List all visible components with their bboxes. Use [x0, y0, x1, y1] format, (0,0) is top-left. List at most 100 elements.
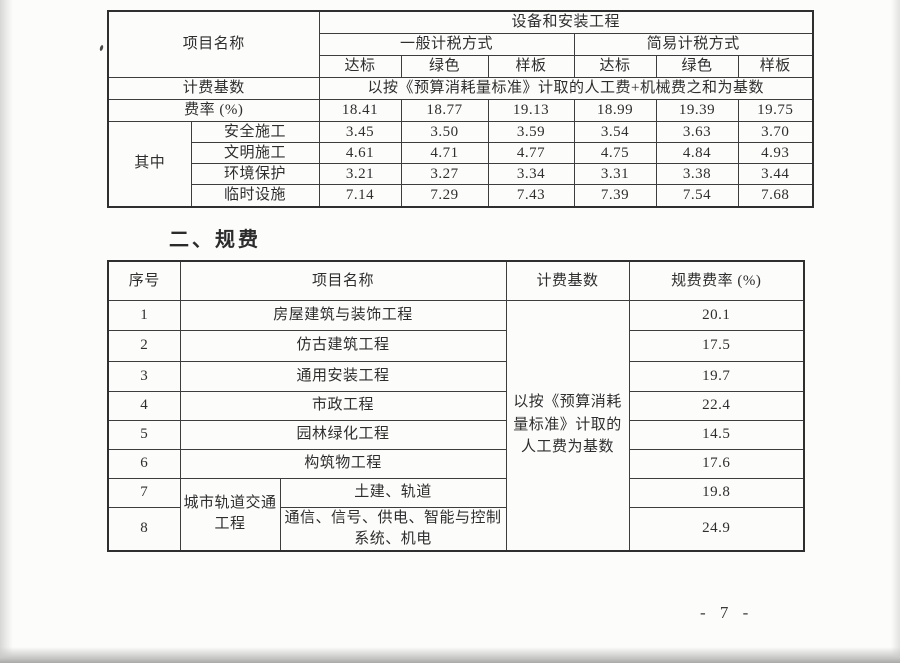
page-number: - 7 - [700, 603, 751, 622]
row-no: 6 [107, 448, 181, 479]
tax-rate-table: 项目名称 设备和安装工程 一般计税方式 简易计税方式 达标 绿色 样板 达标 绿… [107, 10, 815, 208]
rate-value-cell: 19.13 [487, 98, 575, 122]
grade-header: 达标 [573, 54, 657, 78]
grade-header: 绿色 [400, 54, 489, 78]
sub-row-label: 临时设施 [190, 184, 320, 207]
row-no: 4 [107, 390, 181, 421]
scan-edge-right [891, 0, 900, 663]
fees-table: 序号 项目名称 计费基数 规费费率 (%) 1 房屋建筑与装饰工程 以按《预算消… [107, 260, 806, 552]
rate-value-cell: 18.41 [318, 98, 402, 122]
rate-value-cell: 24.9 [628, 506, 805, 551]
rate-label-cell: 费率 (%) [107, 98, 320, 122]
row-name: 园林绿化工程 [179, 419, 507, 450]
rate-value-cell: 7.54 [655, 184, 739, 207]
table-row: 文明施工 4.61 4.71 4.77 4.75 4.84 4.93 [108, 141, 814, 165]
table-row: 费率 (%) 18.41 18.77 19.13 18.99 19.39 19.… [107, 98, 814, 122]
table-row: 4 市政工程 22.4 [107, 390, 805, 421]
rate-value-cell: 19.39 [655, 98, 739, 122]
row-name: 构筑物工程 [179, 448, 507, 479]
rate-value-cell: 3.70 [737, 120, 814, 143]
table-row: 1 房屋建筑与装饰工程 以按《预算消耗量标准》计取的人工费为基数 20.1 [107, 299, 805, 551]
rate-value-cell: 4.84 [655, 141, 739, 165]
rate-value-cell: 17.5 [628, 329, 805, 362]
rate-value-cell: 18.77 [400, 98, 489, 122]
rate-value-cell: 3.34 [487, 162, 575, 186]
rate-value-cell: 3.38 [655, 162, 739, 186]
row-name: 仿古建筑工程 [179, 329, 507, 362]
row-name: 房屋建筑与装饰工程 [179, 299, 507, 331]
table-row: 环境保护 3.21 3.27 3.34 3.31 3.38 3.44 [108, 162, 814, 186]
grade-header: 达标 [318, 54, 402, 78]
row-no: 2 [107, 329, 181, 362]
rate-value-cell: 7.14 [318, 184, 402, 207]
rate-value-cell: 3.50 [400, 120, 489, 143]
table-row: 序号 项目名称 计费基数 规费费率 (%) [107, 260, 805, 301]
sub-row-label: 文明施工 [190, 141, 320, 165]
rate-value-cell: 4.61 [318, 141, 402, 165]
row-no: 1 [107, 299, 181, 331]
rate-value-cell: 3.63 [655, 120, 739, 143]
rate-value-cell: 3.44 [737, 162, 814, 186]
grade-header: 样板 [737, 54, 814, 78]
rate-value-cell: 3.59 [487, 120, 575, 143]
rate-value-cell: 17.6 [628, 448, 805, 479]
rate-value-cell: 3.54 [573, 120, 657, 143]
col-header-base: 计费基数 [505, 260, 630, 301]
rate-value-cell: 4.75 [573, 141, 657, 165]
scan-speck [99, 44, 104, 52]
rate-value-cell: 3.31 [573, 162, 657, 186]
rate-value-cell: 20.1 [628, 299, 805, 331]
table-row: 3 通用安装工程 19.7 [107, 360, 805, 392]
base-value-cell: 以按《预算消耗量标准》计取的人工费+机械费之和为基数 [318, 76, 814, 100]
scan-edge-bottom [0, 647, 900, 663]
row-no: 5 [107, 419, 181, 450]
row-no: 7 [107, 477, 181, 508]
section-title: 二、规费 [169, 229, 261, 251]
sub-row-label: 安全施工 [190, 120, 320, 143]
table-row: 6 构筑物工程 17.6 [107, 448, 805, 479]
rate-value-cell: 7.68 [737, 184, 814, 207]
scan-edge-left [0, 0, 13, 663]
row-no: 8 [107, 506, 181, 551]
group-title-header: 设备和安装工程 [318, 10, 814, 34]
project-name-header: 项目名称 [107, 10, 320, 78]
col-header-rate: 规费费率 (%) [628, 260, 805, 301]
rate-value-cell: 4.71 [400, 141, 489, 165]
grade-header: 绿色 [655, 54, 739, 78]
table-row: 临时设施 7.14 7.29 7.43 7.39 7.54 7.68 [108, 184, 814, 207]
table-row: 计费基数 以按《预算消耗量标准》计取的人工费+机械费之和为基数 [107, 76, 814, 100]
col-header-no: 序号 [107, 260, 181, 301]
rate-value-cell: 7.29 [400, 184, 489, 207]
rate-value-cell: 22.4 [628, 390, 805, 421]
row-name: 市政工程 [179, 390, 507, 421]
table-row: 5 园林绿化工程 14.5 [107, 419, 805, 450]
base-label-cell: 计费基数 [107, 76, 320, 100]
table-row: 8 通信、信号、供电、智能与控制系统、机电 24.9 [107, 506, 805, 551]
rate-value-cell: 7.39 [573, 184, 657, 207]
row-name: 通用安装工程 [179, 360, 507, 392]
base-value-cell: 以按《预算消耗量标准》计取的人工费为基数 [505, 299, 630, 551]
rate-value-cell: 14.5 [628, 419, 805, 450]
rate-value-cell: 19.75 [737, 98, 814, 122]
row-no: 3 [107, 360, 181, 392]
grade-header: 样板 [487, 54, 575, 78]
table-row: 项目名称 设备和安装工程 [107, 10, 814, 78]
method-general-header: 一般计税方式 [318, 32, 575, 56]
rate-value-cell: 19.8 [628, 477, 805, 508]
table-row: 达标 绿色 样板 达标 绿色 样板 [108, 54, 814, 78]
rate-value-cell: 4.77 [487, 141, 575, 165]
table-row: 2 仿古建筑工程 17.5 [107, 329, 805, 362]
row-name: 通信、信号、供电、智能与控制系统、机电 [279, 506, 507, 551]
rate-value-cell: 3.27 [400, 162, 489, 186]
group-label-cell: 城市轨道交通工程 [179, 477, 281, 551]
rate-value-cell: 3.21 [318, 162, 402, 186]
rate-value-cell: 7.43 [487, 184, 575, 207]
table-row: 7 城市轨道交通工程 土建、轨道 19.8 [107, 477, 805, 551]
rate-value-cell: 4.93 [737, 141, 814, 165]
row-name: 土建、轨道 [279, 477, 507, 508]
rate-value-cell: 18.99 [573, 98, 657, 122]
method-simple-header: 简易计税方式 [573, 32, 814, 56]
rate-value-cell: 3.45 [318, 120, 402, 143]
table-row: 其中 安全施工 3.45 3.50 3.59 3.54 3.63 3.70 [107, 120, 814, 207]
sub-row-label: 环境保护 [190, 162, 320, 186]
